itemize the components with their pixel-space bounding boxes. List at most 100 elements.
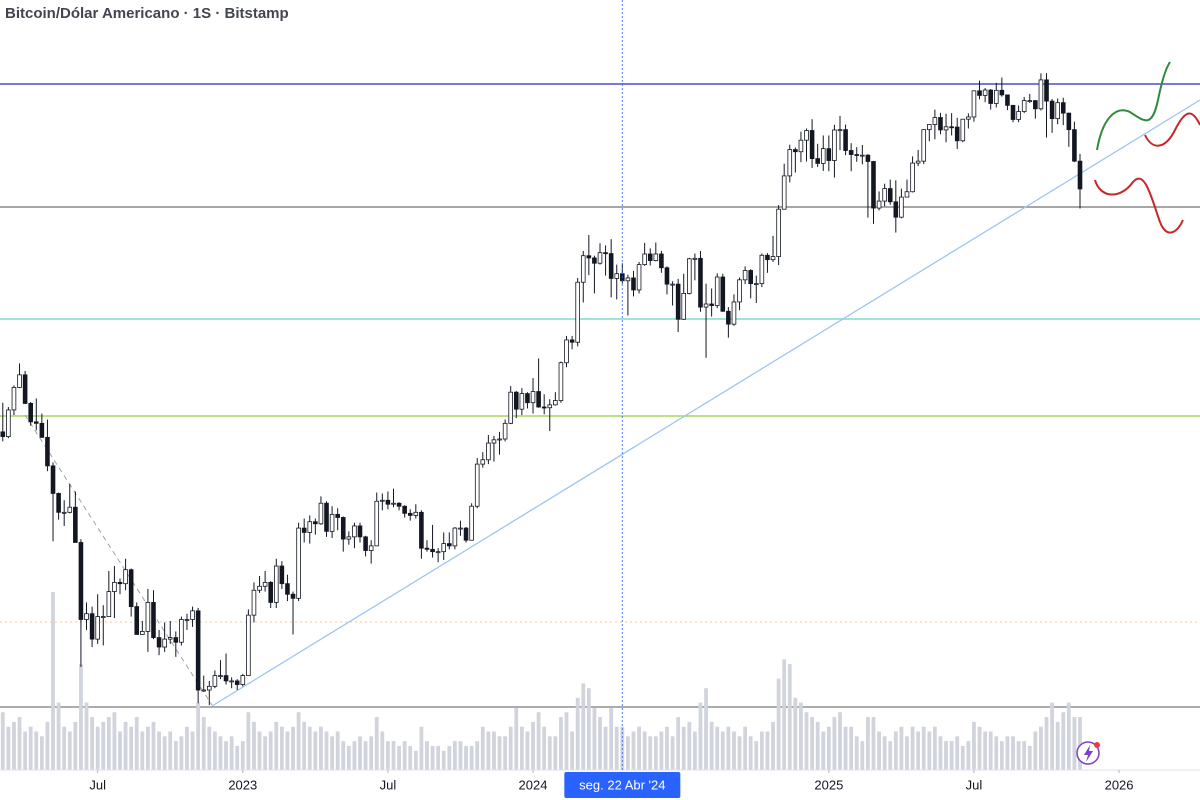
volume-bar [497, 736, 502, 770]
volume-bar [430, 745, 435, 770]
candle-body [949, 126, 954, 129]
volume-bar [1005, 736, 1010, 770]
volume-bar [173, 741, 178, 770]
volume-bar [391, 741, 396, 770]
candle-body [117, 581, 123, 585]
volume-bar [732, 731, 736, 770]
volume-bar [598, 717, 602, 770]
volume-bar [319, 726, 323, 770]
candle-body [860, 154, 865, 157]
volume-bar [916, 731, 921, 770]
candle-body [781, 175, 787, 210]
candle-body [726, 310, 731, 325]
volume-bar [291, 726, 295, 770]
candle-body [11, 387, 17, 411]
volume-bar [23, 731, 28, 770]
candle-body [837, 129, 843, 132]
volume-bar [1039, 726, 1043, 770]
candle-body [106, 591, 112, 617]
volume-bar [425, 741, 429, 770]
volume-bar [893, 731, 898, 770]
volume-bar [45, 721, 50, 770]
candle-body [1077, 160, 1083, 190]
candle-body [1005, 94, 1010, 106]
volume-bar [514, 707, 519, 770]
candle-body [580, 255, 586, 283]
candle-body [899, 196, 904, 218]
candle-body [631, 277, 636, 291]
volume-bar [190, 731, 195, 770]
volume-bar [782, 659, 787, 770]
candle-body [251, 589, 257, 616]
candle-body [832, 129, 837, 161]
volume-bar [609, 707, 614, 770]
volume-bar [185, 726, 189, 770]
volume-bar [436, 745, 441, 770]
candle-body [335, 513, 340, 518]
volume-bar [564, 712, 569, 770]
candle-body [659, 253, 664, 269]
candle-body [664, 267, 670, 285]
volume-bar [988, 731, 993, 770]
candle-body [1072, 129, 1077, 162]
candle-body [938, 117, 943, 131]
volume-bar [592, 707, 597, 770]
volume-bar [983, 731, 988, 770]
volume-bar [302, 721, 307, 770]
volume-bar [1027, 745, 1032, 770]
volume-bar [843, 726, 848, 770]
candle-body [798, 139, 804, 153]
volume-bar [486, 731, 491, 770]
volume-bar [157, 731, 161, 770]
candle-body [592, 257, 597, 264]
candle-body [17, 374, 22, 388]
volume-bar [480, 726, 485, 770]
volume-bar [771, 721, 775, 770]
volume-bar [56, 702, 61, 770]
volume-bar [397, 745, 401, 770]
volume-bar [386, 741, 390, 770]
x-tick-label: 2023 [228, 777, 257, 792]
candle-body [301, 527, 307, 533]
candle-body [201, 689, 207, 692]
drawings [0, 61, 1200, 708]
candle-body [318, 502, 324, 525]
candle-body [413, 511, 419, 516]
candle-body [156, 637, 162, 648]
candle-body [61, 511, 67, 514]
volume-bar [642, 731, 647, 770]
candle-body [346, 536, 352, 540]
volume-bar [123, 721, 128, 770]
candle-body [207, 685, 212, 691]
volume-bar [631, 731, 636, 770]
candle-body [603, 252, 608, 255]
candle-body [167, 637, 173, 640]
volume-bar [229, 736, 234, 770]
candle-body [22, 374, 28, 404]
volume-bar [559, 717, 563, 770]
candle-body [547, 404, 553, 409]
volume-bar [977, 726, 982, 770]
candle-body [703, 303, 709, 308]
assistant-icon[interactable] [1076, 741, 1100, 765]
volume-bar [692, 731, 697, 770]
candle-body [285, 583, 290, 595]
candle-body [447, 543, 452, 547]
volume-bar [62, 726, 67, 770]
candle-body [887, 188, 893, 203]
candle-body [519, 393, 525, 410]
candle-body [368, 545, 374, 551]
volume-bar [207, 726, 212, 770]
candle-body [497, 438, 502, 441]
volume-bar [1066, 702, 1071, 770]
candle-body [731, 301, 737, 325]
projection-curve [1144, 112, 1200, 147]
candle-body [307, 521, 313, 533]
candle-body [491, 439, 497, 444]
candle-body [508, 391, 513, 424]
volume-bar [1022, 741, 1027, 770]
candle-body [190, 610, 195, 620]
volume-bar [575, 697, 580, 770]
candle-body [329, 513, 335, 532]
volume-bar [547, 736, 552, 770]
